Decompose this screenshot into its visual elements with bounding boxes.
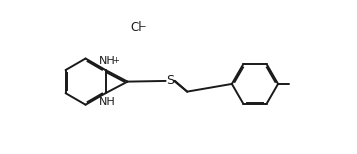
Text: +: +: [112, 56, 119, 65]
Text: NH: NH: [99, 97, 115, 107]
Text: Cl: Cl: [130, 21, 142, 34]
Text: −: −: [139, 21, 146, 30]
Text: S: S: [166, 74, 174, 87]
Text: NH: NH: [99, 56, 115, 66]
